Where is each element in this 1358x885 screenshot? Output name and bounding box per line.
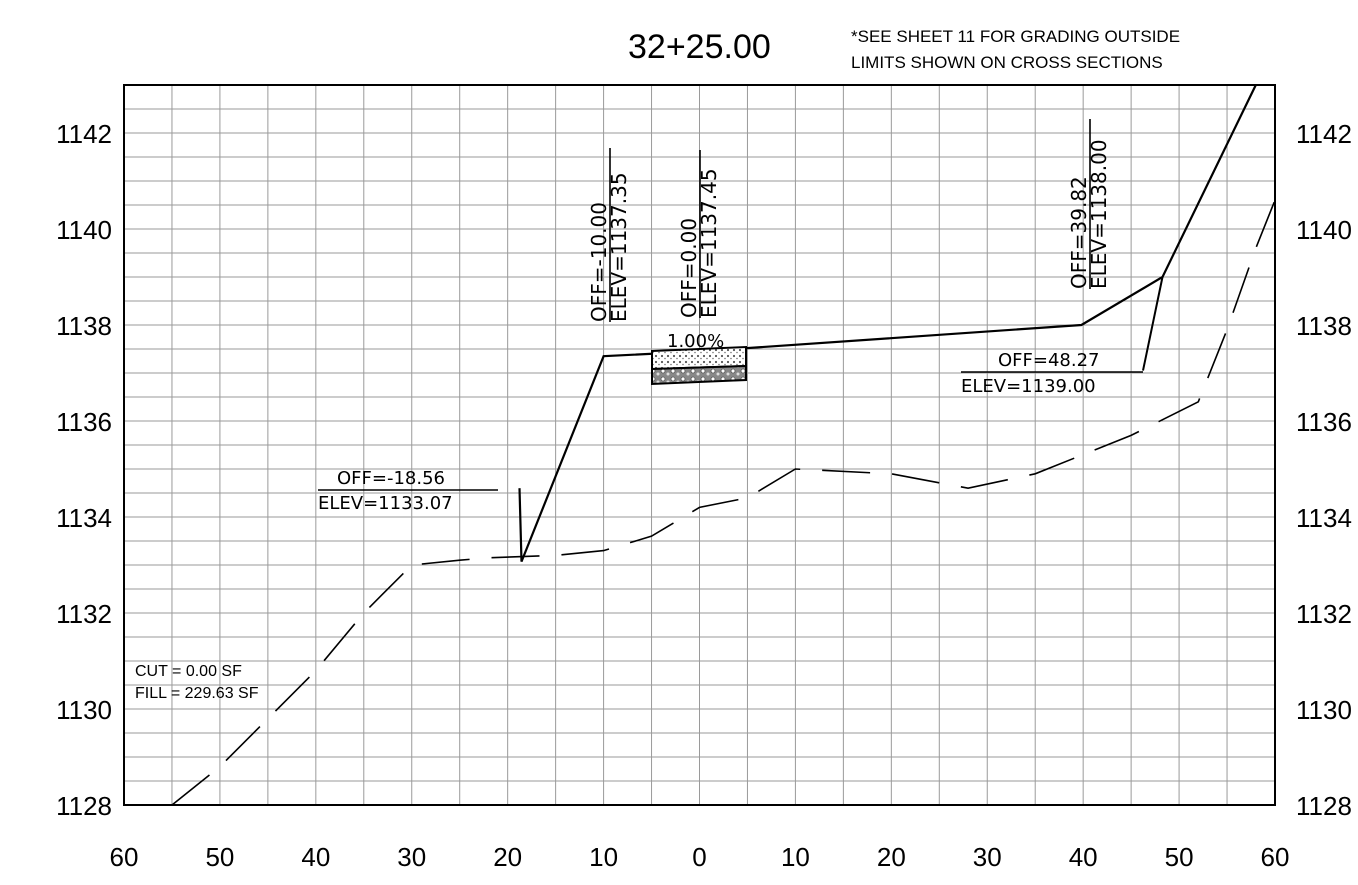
callout-centerline-off: OFF=0.00 [677,218,701,318]
y-tick-label-left: 1136 [56,407,112,437]
x-tick-label: 50 [1165,842,1194,872]
callout-centerline: OFF=0.00 ELEV=1137.45 [677,150,721,318]
y-tick-label-left: 1134 [56,503,112,533]
y-tick-label-right: 1134 [1296,503,1352,533]
x-tick-label: 10 [781,842,810,872]
y-tick-label-right: 1130 [1296,695,1352,725]
x-tick-label: 30 [973,842,1002,872]
x-tick-label: 20 [877,842,906,872]
y-tick-label-right: 1128 [1296,791,1352,821]
sheet-note-line-1: *SEE SHEET 11 FOR GRADING OUTSIDE [851,27,1180,46]
y-tick-label-left: 1132 [56,599,112,629]
callout-right-break: OFF=39.82 ELEV=1138.00 [1067,119,1111,289]
callout-left-shoulder-off: OFF=-10.00 [587,202,611,322]
callout-left-catch-elev: ELEV=1133.07 [318,493,453,514]
y-axis-right: 1128 1130 1132 1134 1136 1138 1140 1142 [1296,119,1352,821]
y-tick-label-left: 1140 [56,215,112,245]
x-axis: 60 50 40 30 20 10 0 10 20 30 40 50 60 [110,842,1290,872]
station-title: 32+25.00 [628,28,771,66]
plot-frame [123,84,1276,806]
pavement-base-layer [651,364,747,386]
cross-slope-label: 1.00% [667,331,724,352]
y-tick-label-left: 1142 [56,119,112,149]
x-tick-label: 60 [1261,842,1290,872]
right-catch-slope-line [1142,276,1164,371]
fill-quantity: FILL = 229.63 SF [135,685,259,702]
y-tick-label-right: 1140 [1296,215,1352,245]
existing-ground-line [171,199,1276,806]
callout-left-shoulder: OFF=-10.00 ELEV=1137.35 [587,148,631,322]
y-tick-label-left: 1138 [56,311,112,341]
y-tick-label-right: 1132 [1296,599,1352,629]
y-tick-label-left: 1130 [56,695,112,725]
callout-right-catch-elev: ELEV=1139.00 [961,376,1096,397]
x-tick-label: 50 [205,842,234,872]
proposed-section-line [518,84,1257,563]
callout-right-break-elev: ELEV=1138.00 [1087,139,1111,289]
callout-left-shoulder-elev: ELEV=1137.35 [607,172,631,322]
x-tick-label: 0 [692,842,706,872]
callout-centerline-elev: ELEV=1137.45 [697,168,721,318]
x-tick-label: 10 [589,842,618,872]
y-tick-label-left: 1128 [56,791,112,821]
x-tick-label: 60 [110,842,139,872]
x-tick-label: 40 [301,842,330,872]
cut-quantity: CUT = 0.00 SF [135,663,242,680]
y-tick-label-right: 1138 [1296,311,1352,341]
y-tick-label-right: 1136 [1296,407,1352,437]
callout-left-catch-off: OFF=-18.56 [337,468,445,489]
x-tick-label: 30 [397,842,426,872]
x-tick-label: 20 [493,842,522,872]
sheet-note-line-2: LIMITS SHOWN ON CROSS SECTIONS [851,53,1163,72]
callout-right-catch-off: OFF=48.27 [998,350,1100,371]
callout-right-break-off: OFF=39.82 [1067,176,1091,289]
y-tick-label-right: 1142 [1296,119,1352,149]
y-axis-left: 1128 1130 1132 1134 1136 1138 1140 1142 [56,119,112,821]
x-tick-label: 40 [1069,842,1098,872]
